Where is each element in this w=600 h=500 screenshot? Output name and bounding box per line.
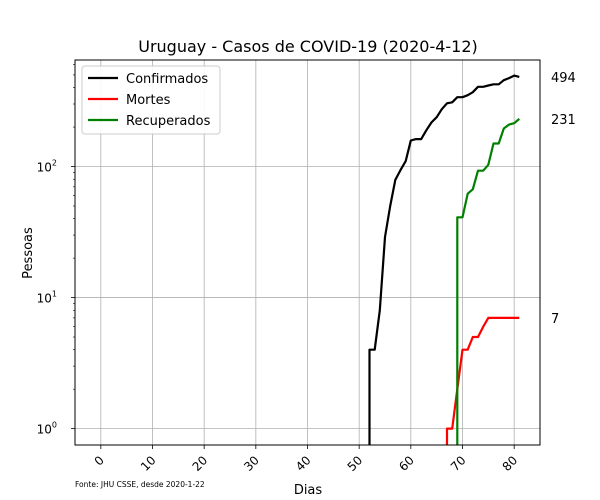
- x-tick-label: 30: [241, 453, 262, 474]
- legend-label-confirmados: Confirmados: [126, 72, 208, 87]
- x-tick-label: 50: [345, 453, 366, 474]
- legend-box: [81, 65, 221, 135]
- legend-items: Confirmados Mortes Recuperados: [88, 72, 211, 129]
- x-tick-label: 70: [448, 453, 469, 474]
- x-tick-label: 80: [500, 453, 521, 474]
- end-label-mortes: 7: [551, 312, 559, 327]
- end-label-confirmados: 494: [551, 71, 576, 86]
- x-tick-label: 0: [92, 453, 107, 468]
- y-axis-ticks: 100 101 102: [37, 64, 75, 437]
- series-line-mortes: [445, 316, 520, 445]
- x-tick-label: 60: [396, 453, 417, 474]
- legend-label-recuperados: Recuperados: [126, 114, 211, 129]
- x-axis-ticks: 0 10 20 30 40 50 60 70 80: [92, 445, 521, 474]
- y-tick-label: 101: [37, 290, 57, 306]
- legend: Confirmados Mortes Recuperados: [81, 65, 221, 135]
- chart-title: Uruguay - Casos de COVID-19 (2020-4-12): [138, 37, 478, 56]
- x-tick-label: 20: [190, 453, 211, 474]
- x-axis-label: Dias: [294, 483, 323, 498]
- y-tick-label: 102: [37, 159, 57, 175]
- series-line-confirmados: [368, 74, 520, 445]
- end-value-labels: 494 7 231: [551, 71, 576, 327]
- x-tick-label: 10: [138, 453, 159, 474]
- x-tick-label: 40: [293, 453, 314, 474]
- y-axis-label: Pessoas: [21, 227, 36, 279]
- legend-label-mortes: Mortes: [126, 93, 171, 108]
- end-label-recuperados: 231: [551, 113, 576, 128]
- plot-series: [368, 74, 521, 445]
- series-line-recuperados: [456, 118, 521, 445]
- y-tick-label: 100: [37, 421, 57, 437]
- source-note: Fonte: JHU CSSE, desde 2020-1-22: [75, 480, 205, 489]
